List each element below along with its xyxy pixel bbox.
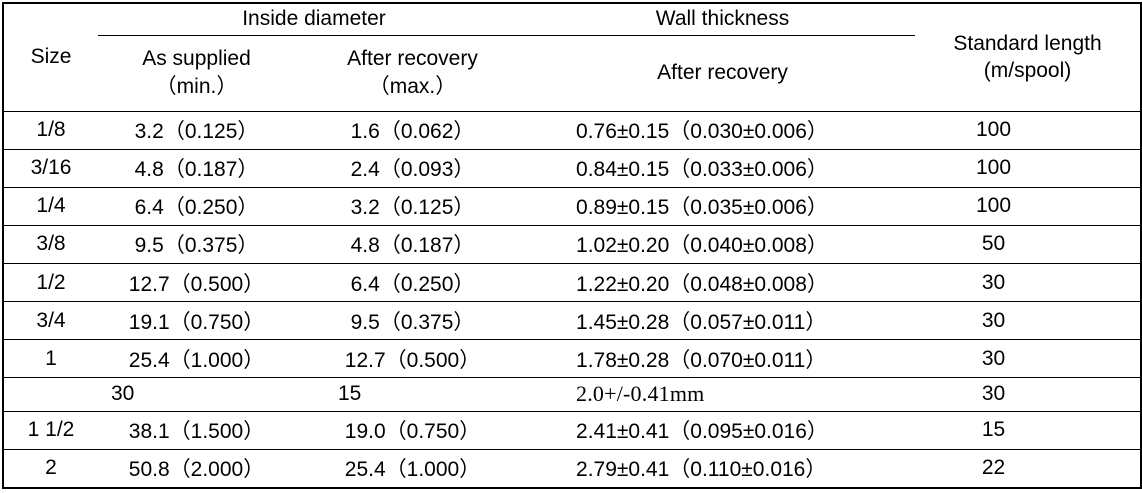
header-after-recovery-id-line2: （max.） (368, 75, 457, 98)
header-after-recovery-wall: After recovery (657, 61, 788, 84)
cell-as-supplied: 38.1（1.500） (98, 410, 295, 450)
table-row: 3/16 4.8（0.187） 2.4（0.093） 0.84±0.15（0.0… (3, 148, 1142, 188)
table-row-unlabeled: 30 15 2.0+/-0.41mm 30 (3, 377, 1142, 412)
cell-as-supplied: 19.1（0.750） (98, 301, 295, 340)
cell-size: 1/2 (3, 262, 98, 302)
cell-standard-length: 100 (915, 148, 1142, 188)
cell-size: 3/8 (3, 224, 98, 264)
cell-as-supplied: 30 (98, 377, 295, 412)
cell-standard-length: 30 (915, 262, 1142, 302)
cell-wall-thickness: 0.76±0.15（0.030±0.006） (530, 110, 916, 150)
cell-after-recovery: 3.2（0.125） (295, 186, 531, 226)
cell-size: 3/16 (3, 148, 98, 188)
cell-after-recovery: 4.8（0.187） (295, 224, 531, 264)
cell-wall-thickness: 0.89±0.15（0.035±0.006） (530, 186, 916, 226)
table-row: 1 25.4（1.000） 12.7（0.500） 1.78±0.28（0.07… (3, 339, 1142, 378)
cell-standard-length: 30 (915, 301, 1142, 340)
cell-wall-thickness: 1.45±0.28（0.057±0.011） (530, 301, 916, 340)
table-row: 1 1/2 38.1（1.500） 19.0（0.750） 2.41±0.41（… (3, 410, 1142, 450)
cell-after-recovery: 12.7（0.500） (295, 339, 531, 378)
cell-as-supplied: 12.7（0.500） (98, 262, 295, 302)
cell-wall-thickness: 1.02±0.20（0.040±0.008） (530, 224, 916, 264)
cell-after-recovery: 6.4（0.250） (295, 262, 531, 302)
cell-wall-thickness: 2.41±0.41（0.095±0.016） (530, 410, 916, 450)
cell-size: 1/8 (3, 110, 98, 150)
cell-after-recovery: 9.5（0.375） (295, 301, 531, 340)
cell-size: 1 1/2 (3, 410, 98, 450)
cell-after-recovery: 25.4（1.000） (295, 448, 531, 488)
header-after-recovery-id: After recovery （max.） (295, 35, 530, 111)
table-row: 1/4 6.4（0.250） 3.2（0.125） 0.89±0.15（0.03… (3, 186, 1142, 226)
header-row-subheads: As supplied （min.） After recovery （max.）… (3, 35, 1141, 111)
cell-as-supplied: 25.4（1.000） (98, 339, 295, 378)
table-body: 1/8 3.2（0.125） 1.6（0.062） 0.76±0.15（0.03… (3, 110, 1142, 488)
cell-after-recovery: 2.4（0.093） (295, 148, 531, 188)
header-wall-thickness: Wall thickness (530, 3, 916, 36)
table-header: Size Inside diameter Wall thickness Stan… (3, 3, 1141, 111)
header-standard-length-line2: (m/spool) (983, 59, 1072, 83)
cell-as-supplied: 50.8（2.000） (98, 448, 295, 488)
cell-standard-length: 30 (915, 339, 1142, 378)
cell-size (3, 377, 98, 412)
cell-standard-length: 100 (915, 110, 1142, 150)
cell-as-supplied: 6.4（0.250） (98, 186, 295, 226)
cell-after-recovery: 19.0（0.750） (295, 410, 531, 450)
cell-as-supplied: 9.5（0.375） (98, 224, 295, 264)
cell-as-supplied: 3.2（0.125） (98, 110, 295, 150)
header-standard-length: Standard length (m/spool) (915, 3, 1141, 111)
table-row: 3/8 9.5（0.375） 4.8（0.187） 1.02±0.20（0.04… (3, 224, 1142, 264)
cell-size: 2 (3, 448, 98, 488)
cell-size: 3/4 (3, 301, 98, 340)
cell-size: 1 (3, 339, 98, 378)
cell-as-supplied: 4.8（0.187） (98, 148, 295, 188)
header-as-supplied-line2: （min.） (155, 75, 238, 98)
cell-wall-thickness: 2.0+/-0.41mm (530, 377, 916, 412)
cell-wall-thickness: 0.84±0.15（0.033±0.006） (530, 148, 916, 188)
header-after-recovery-id-line1: After recovery (347, 47, 478, 71)
table-row: 1/8 3.2（0.125） 1.6（0.062） 0.76±0.15（0.03… (3, 110, 1142, 150)
cell-after-recovery: 1.6（0.062） (295, 110, 531, 150)
cell-after-recovery: 15 (295, 377, 531, 412)
table-row: 1/2 12.7（0.500） 6.4（0.250） 1.22±0.20（0.0… (3, 262, 1142, 302)
cell-standard-length: 30 (915, 377, 1142, 412)
cell-standard-length: 100 (915, 186, 1142, 226)
cell-standard-length: 22 (915, 448, 1142, 488)
header-inside-diameter: Inside diameter (98, 3, 531, 36)
cell-standard-length: 50 (915, 224, 1142, 264)
cell-size: 1/4 (3, 186, 98, 226)
header-standard-length-line1: Standard length (953, 31, 1102, 55)
cell-wall-thickness: 2.79±0.41（0.110±0.016） (530, 448, 916, 488)
table-row: 2 50.8（2.000） 25.4（1.000） 2.79±0.41（0.11… (3, 448, 1142, 488)
table-row: 3/4 19.1（0.750） 9.5（0.375） 1.45±0.28（0.0… (3, 301, 1142, 340)
cell-wall-thickness: 1.78±0.28（0.070±0.011） (530, 339, 916, 378)
header-size: Size (30, 45, 72, 69)
header-as-supplied: As supplied （min.） (98, 35, 295, 111)
cell-wall-thickness: 1.22±0.20（0.048±0.008） (530, 262, 916, 302)
header-row-groups: Size Inside diameter Wall thickness Stan… (3, 3, 1141, 82)
header-as-supplied-line1: As supplied (142, 47, 251, 71)
cell-standard-length: 15 (915, 410, 1142, 450)
